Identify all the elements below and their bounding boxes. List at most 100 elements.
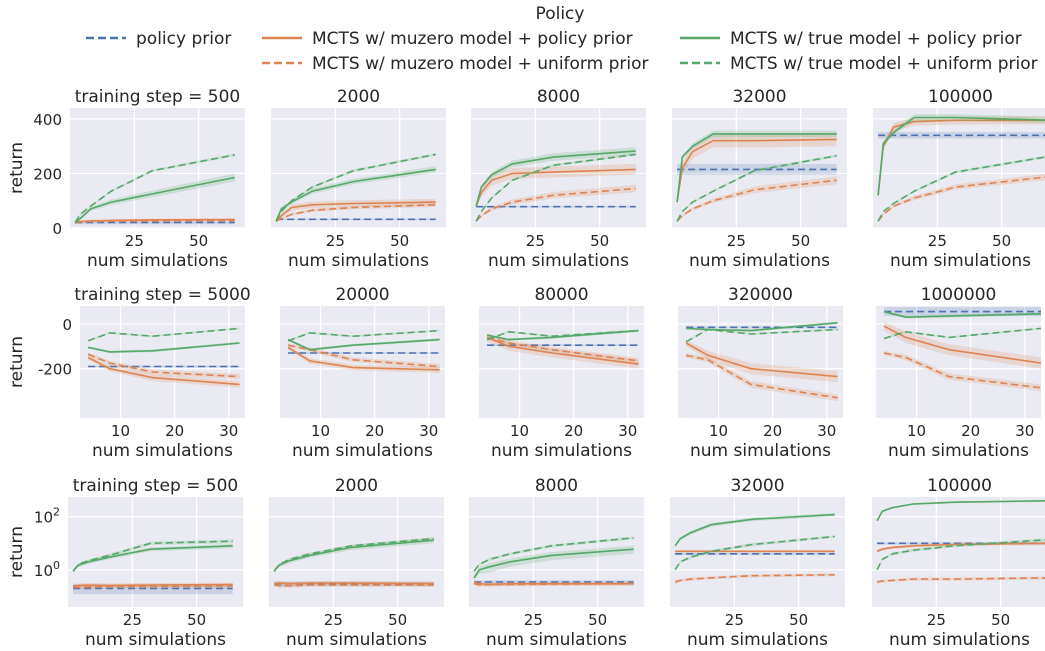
x-tick-label: 10	[111, 422, 130, 440]
x-axis-label: num simulations	[488, 251, 629, 271]
line-true-policy-prior	[475, 150, 636, 207]
band-true-uniform-prior	[884, 327, 1041, 340]
line-true-policy-prior	[686, 322, 838, 332]
line-true-policy-prior	[486, 329, 639, 341]
subplot-title: training step = 5000	[74, 285, 250, 305]
series-group	[287, 329, 440, 373]
band-muzero-policy-prior	[878, 116, 1045, 198]
band-muzero-uniform-prior	[884, 350, 1041, 392]
band-true-policy-prior	[274, 537, 434, 573]
band-true-policy-prior	[877, 499, 1045, 523]
line-muzero-uniform-prior	[275, 204, 436, 222]
subplot: 25 50 32000 num simulations	[670, 476, 845, 650]
subplot-title: 320000	[728, 285, 793, 305]
x-tick-label: 25	[524, 611, 543, 629]
band-muzero-uniform-prior	[686, 353, 838, 402]
plot-area	[678, 306, 843, 418]
x-axis-label: num simulations	[92, 441, 233, 461]
x-tick-label: 10	[709, 422, 728, 440]
subplot-title: 2000	[337, 87, 380, 107]
band-true-policy-prior	[476, 147, 636, 208]
series-group	[676, 130, 837, 222]
x-tick-label: 30	[618, 422, 637, 440]
line-true-policy-prior	[72, 545, 233, 572]
line-true-uniform-prior	[475, 153, 636, 222]
line-muzero-uniform-prior	[486, 336, 639, 362]
subplot: 10 20 30 320000 num simulations	[678, 285, 843, 461]
legend-label-true-policy: MCTS w/ true model + policy prior	[730, 29, 1022, 49]
subplot-title: 100000	[927, 476, 992, 496]
subplot-title: 8000	[535, 476, 578, 496]
x-tick-label: 25	[927, 611, 946, 629]
line-true-uniform-prior	[275, 153, 436, 222]
band-muzero-uniform-prior	[288, 343, 440, 370]
x-axis-label: num simulations	[288, 251, 429, 271]
x-tick-label: 30	[219, 422, 238, 440]
line-true-uniform-prior	[87, 327, 240, 342]
x-tick-label: 30	[1015, 422, 1034, 440]
x-axis-label: num simulations	[889, 630, 1030, 650]
series-group	[275, 153, 436, 223]
line-true-policy-prior	[877, 116, 1045, 196]
x-axis-label: num simulations	[85, 630, 226, 650]
subplot-title: 80000	[534, 285, 588, 305]
y-axis-label: return	[7, 142, 27, 194]
x-tick-label: 30	[817, 422, 836, 440]
line-muzero-policy-prior	[685, 342, 838, 378]
legend-label-policy-prior: policy prior	[136, 29, 231, 49]
x-tick-label: 25	[125, 232, 144, 250]
line-muzero-policy-prior	[475, 168, 636, 207]
subplot-title: 20000	[335, 285, 389, 305]
plot-area	[471, 108, 646, 228]
x-axis-label: num simulations	[690, 441, 831, 461]
series-group	[74, 153, 235, 225]
line-true-uniform-prior	[486, 329, 639, 341]
x-tick-label: 50	[791, 232, 810, 250]
x-tick-label: 50	[992, 232, 1011, 250]
line-muzero-uniform-prior	[676, 179, 837, 222]
band-true-policy-prior	[878, 114, 1045, 197]
x-tick-label: 10	[311, 422, 330, 440]
subplot: 10 20 30 1000000 num simulations	[876, 285, 1041, 461]
x-axis-label: num simulations	[292, 441, 433, 461]
y-tick-label: 200	[33, 165, 62, 183]
subplot: 25 50 100000 num simulations	[872, 476, 1045, 650]
line-true-policy-prior	[74, 176, 235, 224]
x-tick-label: 25	[526, 232, 545, 250]
line-true-uniform-prior	[74, 154, 235, 223]
x-tick-label: 50	[187, 611, 206, 629]
y-axis-label: return	[7, 526, 27, 578]
line-muzero-uniform-prior	[876, 577, 1045, 583]
series-group	[473, 536, 634, 587]
legend-title: Policy	[536, 4, 585, 24]
x-tick-label: 50	[789, 611, 808, 629]
x-tick-label: 50	[189, 232, 208, 250]
line-muzero-uniform-prior	[475, 187, 636, 222]
line-muzero-uniform-prior	[877, 176, 1045, 222]
x-tick-label: 10	[907, 422, 926, 440]
plot-area	[672, 108, 847, 228]
line-true-policy-prior	[273, 539, 434, 572]
y-tick-exponent: 2	[53, 506, 60, 519]
x-tick-label: 50	[388, 611, 407, 629]
y-axis-label: return	[7, 336, 27, 388]
band-muzero-policy-prior	[686, 339, 838, 383]
line-muzero-uniform-prior	[685, 354, 838, 399]
line-muzero-policy-prior	[73, 583, 233, 587]
line-muzero-uniform-prior	[73, 585, 233, 589]
x-axis-label: num simulations	[491, 441, 632, 461]
x-axis-label: num simulations	[888, 441, 1029, 461]
line-true-policy-prior	[883, 310, 1041, 319]
x-tick-label: 30	[419, 422, 438, 440]
line-muzero-policy-prior	[883, 325, 1041, 364]
x-tick-label: 20	[564, 422, 583, 440]
x-tick-label: 20	[961, 422, 980, 440]
x-axis-label: num simulations	[486, 630, 627, 650]
x-tick-label: 50	[390, 232, 409, 250]
subplot: 25 50 100 102 training step = 500 num simulat…	[34, 476, 243, 650]
x-tick-label: 25	[123, 611, 142, 629]
band-muzero-uniform-prior	[276, 202, 436, 222]
plot-area	[876, 306, 1041, 418]
